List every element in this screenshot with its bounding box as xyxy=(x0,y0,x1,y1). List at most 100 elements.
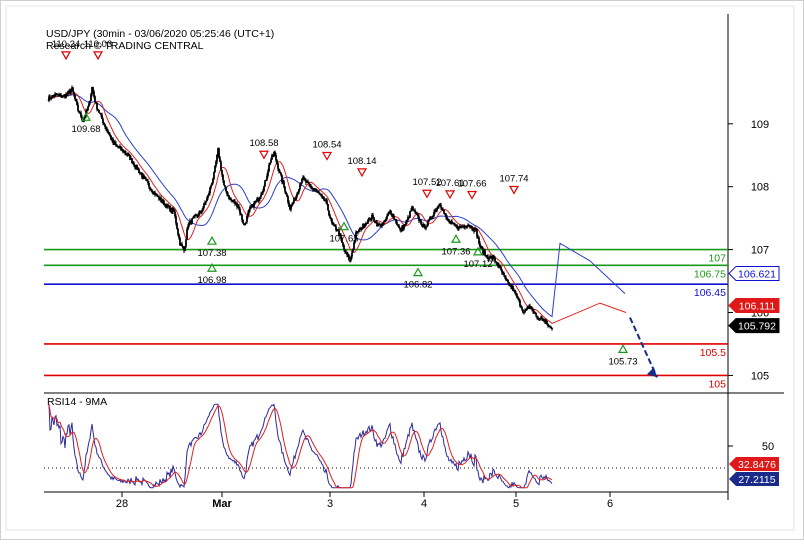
candle-body xyxy=(275,155,277,161)
candle-body xyxy=(343,245,345,250)
candle-body xyxy=(228,195,230,199)
price-tick-label: 105 xyxy=(751,370,769,382)
swing-high-marker xyxy=(444,190,456,200)
candle-body xyxy=(261,192,263,195)
candle-body xyxy=(465,227,467,229)
candle-body xyxy=(243,223,245,225)
candle-body xyxy=(533,311,535,313)
candle-body xyxy=(459,226,461,228)
candle-body xyxy=(491,256,493,260)
candle-body xyxy=(131,158,133,163)
candle-body xyxy=(377,224,379,227)
candle-body xyxy=(385,218,387,221)
candle-body xyxy=(91,87,93,95)
candle-body xyxy=(481,246,483,249)
candle-body xyxy=(357,231,359,233)
candle-body xyxy=(492,257,494,260)
candle-body xyxy=(81,117,83,121)
candle-body xyxy=(547,323,549,326)
time-tick-label: 28 xyxy=(116,498,128,510)
candle-body xyxy=(440,205,442,208)
candle-body xyxy=(328,210,330,216)
candle-body xyxy=(499,265,501,267)
candle-body xyxy=(408,216,410,218)
candle-body xyxy=(240,213,242,215)
candle-body xyxy=(388,212,390,215)
candle-body xyxy=(546,321,548,324)
candle-body xyxy=(550,326,552,328)
candle-body xyxy=(356,231,358,233)
candle-body xyxy=(157,196,159,198)
candle-body xyxy=(100,113,102,115)
candle-body xyxy=(129,155,131,160)
candle-body xyxy=(99,112,101,114)
candle-body xyxy=(93,91,95,97)
candle-body xyxy=(445,214,447,218)
candle-body xyxy=(476,229,478,237)
candle-body xyxy=(355,232,357,240)
candle-body xyxy=(84,116,86,119)
candle-body xyxy=(183,248,185,251)
candle-body xyxy=(69,90,71,93)
candle-body xyxy=(383,221,385,223)
candle-body xyxy=(434,210,436,212)
candle-body xyxy=(326,200,328,205)
candle-body xyxy=(311,187,313,189)
candle-body xyxy=(403,224,405,229)
price-tag-label: 106.111 xyxy=(739,301,776,313)
candle-body xyxy=(167,204,169,207)
candle-body xyxy=(155,194,157,196)
candle-body xyxy=(220,161,222,171)
candle-body xyxy=(340,235,342,239)
candle-body xyxy=(203,203,205,208)
candle-body xyxy=(436,208,438,211)
candle-body xyxy=(193,215,195,218)
candle-body xyxy=(166,204,168,208)
candle-body xyxy=(251,204,253,207)
candle-body xyxy=(115,143,117,145)
candle-body xyxy=(97,109,99,111)
candle-body xyxy=(316,191,318,193)
candle-body xyxy=(438,205,440,207)
candle-body xyxy=(187,226,189,230)
candle-body xyxy=(319,193,321,195)
candle-body xyxy=(527,306,529,308)
candle-body xyxy=(121,149,123,151)
candle-body xyxy=(63,95,65,97)
candle-body xyxy=(418,216,420,222)
candle-body xyxy=(110,135,112,140)
candle-body xyxy=(68,90,70,92)
candle-body xyxy=(429,217,431,220)
candle-body xyxy=(501,269,503,273)
candle-body xyxy=(141,173,143,178)
candle-body xyxy=(174,211,176,217)
candle-body xyxy=(413,209,415,211)
candle-body xyxy=(282,181,284,183)
rsi-tag-label: 27.2115 xyxy=(738,474,775,486)
chart-source: Research © TRADING CENTRAL xyxy=(46,40,204,52)
price-tag xyxy=(728,298,780,314)
candle-body xyxy=(523,312,525,314)
candle-body xyxy=(503,273,505,276)
time-tick-label: Mar xyxy=(212,498,232,510)
candle-body xyxy=(478,237,480,244)
candle-body xyxy=(424,225,426,229)
candle-body xyxy=(318,192,320,194)
price-tag-label: 106.621 xyxy=(738,268,776,280)
candle-body xyxy=(284,186,286,192)
candle-body xyxy=(274,151,276,156)
price-tag xyxy=(728,265,780,281)
price-levels: 107 106.75 106.45 105.5 105 xyxy=(44,248,728,390)
candle-body xyxy=(76,101,78,105)
candle-body xyxy=(145,178,147,180)
candle-body xyxy=(391,214,393,217)
candle-body xyxy=(49,96,51,99)
candle-body xyxy=(151,189,153,192)
swing-high-marker xyxy=(508,185,520,195)
candle-body xyxy=(324,200,326,202)
candle-body xyxy=(127,153,129,155)
candle-body xyxy=(458,226,460,229)
forecast-arrow-line xyxy=(629,317,658,378)
swing-high-marker xyxy=(321,151,333,161)
